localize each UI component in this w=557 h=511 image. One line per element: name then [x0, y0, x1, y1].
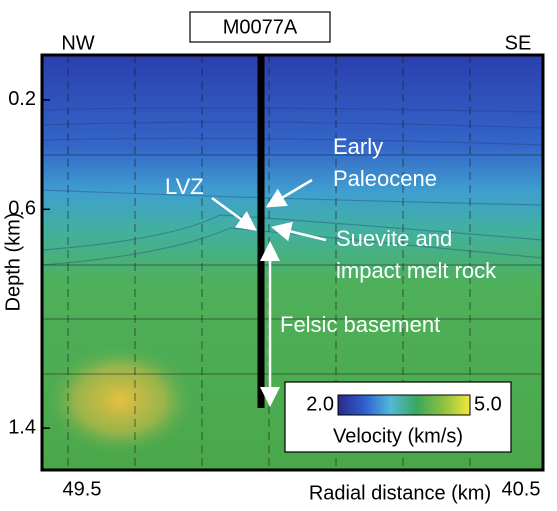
colorbar-label: Velocity (km/s)	[333, 425, 463, 447]
x-tick-label: 40.5	[502, 478, 541, 500]
annotation: Suevite and	[336, 226, 452, 251]
annotation: LVZ	[165, 174, 204, 199]
y-tick-label: 1.4	[8, 416, 36, 438]
colorbar-tick-label: 5.0	[474, 393, 502, 415]
corner-label: NW	[61, 32, 94, 54]
y-tick-label: 0.2	[8, 88, 36, 110]
chart-title: M0077A	[223, 16, 298, 38]
y-tick-label: 0.6	[8, 198, 36, 220]
x-axis-label: Radial distance (km)	[309, 482, 491, 504]
colorbar-tick-label: 2.0	[306, 393, 334, 415]
x-tick-label: 49.5	[63, 478, 102, 500]
annotation: Felsic basement	[280, 312, 440, 337]
annotation: Early	[333, 134, 383, 159]
y-axis-label: Depth (km)	[2, 213, 24, 312]
corner-label: SE	[505, 32, 532, 54]
annotation: Paleocene	[333, 166, 437, 191]
annotation: impact melt rock	[336, 258, 497, 283]
